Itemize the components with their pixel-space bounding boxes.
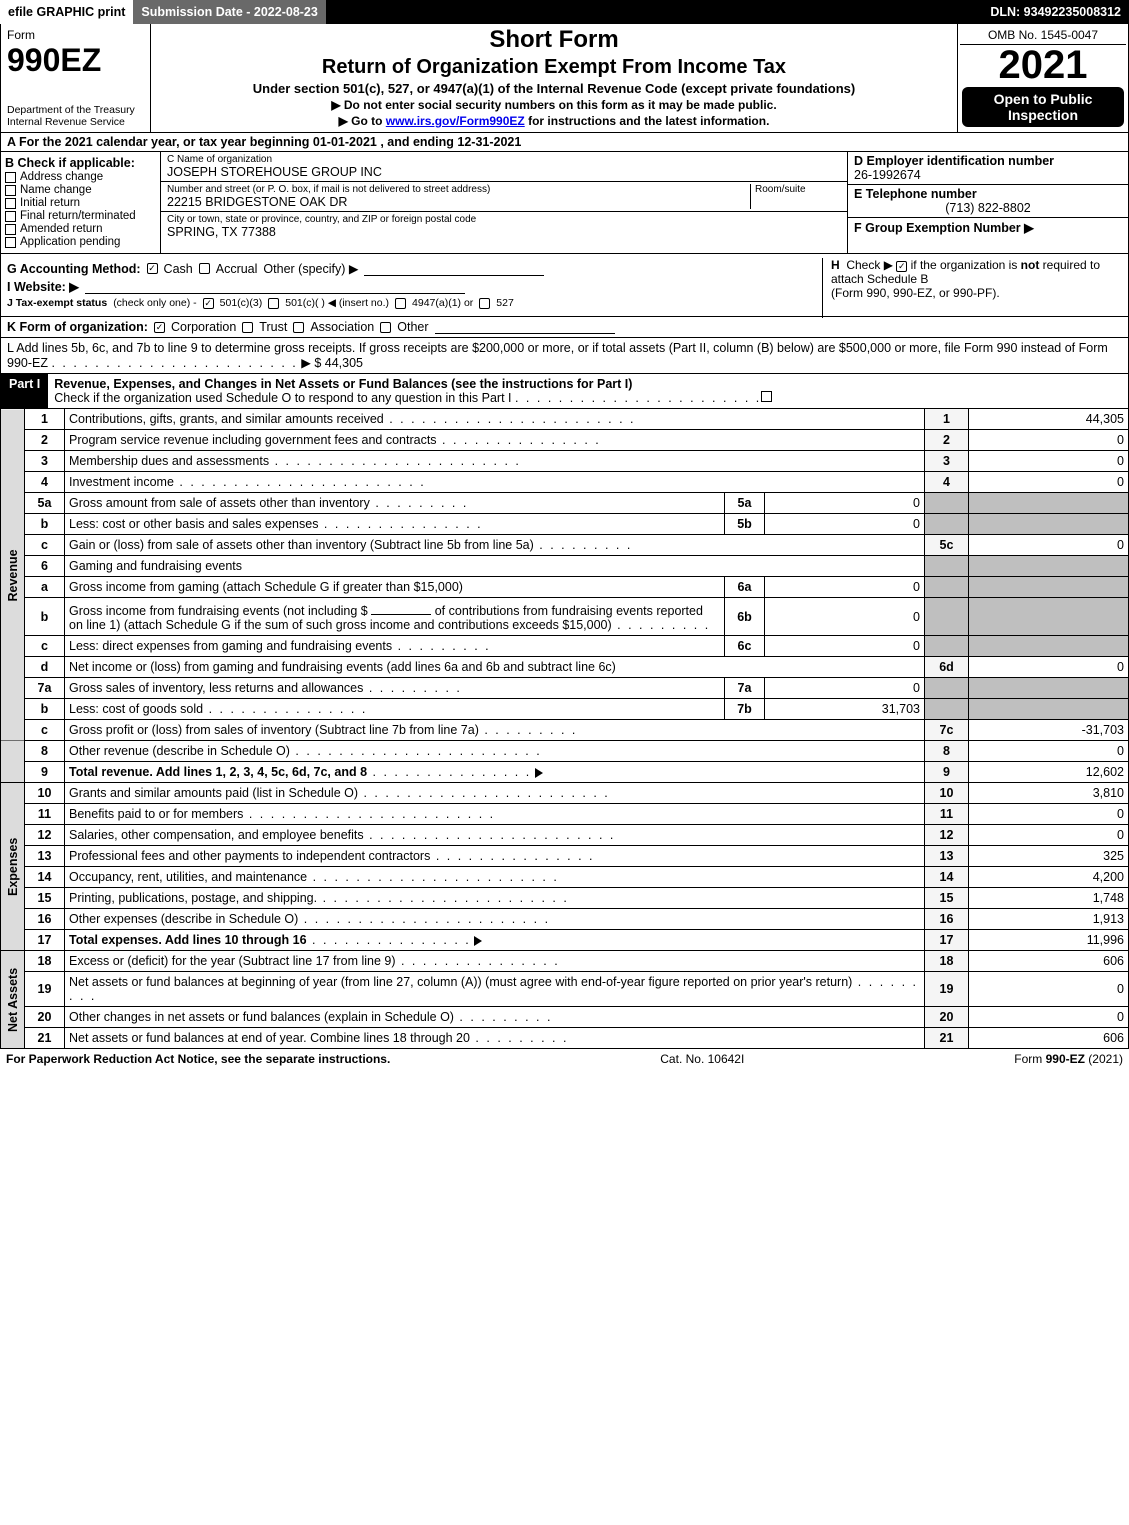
footer-form: Form 990-EZ (2021) bbox=[1014, 1052, 1123, 1066]
submission-date: Submission Date - 2022-08-23 bbox=[133, 0, 325, 24]
chk-pending[interactable] bbox=[5, 237, 16, 248]
part1-title: Revenue, Expenses, and Changes in Net As… bbox=[54, 377, 632, 391]
tax-year: 2021 bbox=[960, 45, 1126, 85]
part1-check-o: Check if the organization used Schedule … bbox=[54, 391, 511, 405]
lines-table: Revenue 1 Contributions, gifts, grants, … bbox=[0, 409, 1129, 1049]
org-street: 22215 BRIDGESTONE OAK DR bbox=[167, 195, 746, 209]
form-header: Form 990EZ Department of the Treasury In… bbox=[0, 24, 1129, 133]
d-ein: 26-1992674 bbox=[854, 168, 1122, 182]
dln: DLN: 93492235008312 bbox=[982, 0, 1129, 24]
efile-label: efile GRAPHIC print bbox=[0, 0, 133, 24]
k-other-blank bbox=[435, 320, 615, 334]
irs-label: Internal Revenue Service bbox=[7, 116, 144, 128]
k-label: K Form of organization: bbox=[7, 320, 148, 334]
g-label: G Accounting Method: bbox=[7, 262, 141, 276]
chk-assoc[interactable] bbox=[293, 322, 304, 333]
col-c: C Name of organization JOSEPH STOREHOUSE… bbox=[161, 152, 848, 253]
g-other-blank bbox=[364, 262, 544, 276]
under-section: Under section 501(c), 527, or 4947(a)(1)… bbox=[157, 81, 951, 96]
c-room-label: Room/suite bbox=[755, 184, 841, 195]
footer-left: For Paperwork Reduction Act Notice, see … bbox=[6, 1052, 390, 1066]
b-title: B Check if applicable: bbox=[5, 156, 156, 170]
page-footer: For Paperwork Reduction Act Notice, see … bbox=[0, 1049, 1129, 1069]
i-website-blank bbox=[85, 280, 465, 294]
col-b: B Check if applicable: Address change Na… bbox=[1, 152, 161, 253]
footer-cat: Cat. No. 10642I bbox=[660, 1052, 744, 1066]
e-phone: (713) 822-8802 bbox=[854, 201, 1122, 215]
chk-other-org[interactable] bbox=[380, 322, 391, 333]
chk-trust[interactable] bbox=[242, 322, 253, 333]
h-box: H Check ▶ ✓ if the organization is not r… bbox=[822, 258, 1122, 318]
i-label: I Website: ▶ bbox=[7, 279, 79, 294]
j-label: J Tax-exempt status bbox=[7, 297, 107, 309]
chk-initial[interactable] bbox=[5, 198, 16, 209]
arrow-icon bbox=[474, 936, 482, 946]
chk-corp[interactable]: ✓ bbox=[154, 322, 165, 333]
chk-schedule-o[interactable] bbox=[761, 391, 772, 402]
part1-header: Part I Revenue, Expenses, and Changes in… bbox=[0, 374, 1129, 409]
chk-address[interactable] bbox=[5, 172, 16, 183]
dept-treasury: Department of the Treasury bbox=[7, 104, 144, 116]
chk-accrual[interactable] bbox=[199, 263, 210, 274]
block-ghij: G Accounting Method: ✓Cash Accrual Other… bbox=[0, 254, 1129, 317]
part1-label: Part I bbox=[1, 374, 48, 408]
chk-501c3[interactable]: ✓ bbox=[203, 298, 214, 309]
f-group-label: F Group Exemption Number ▶ bbox=[854, 220, 1122, 235]
d-ein-label: D Employer identification number bbox=[854, 154, 1122, 168]
side-revenue: Revenue bbox=[1, 409, 25, 741]
org-city: SPRING, TX 77388 bbox=[167, 225, 841, 239]
col-def: D Employer identification number 26-1992… bbox=[848, 152, 1128, 253]
top-bar: efile GRAPHIC print Submission Date - 20… bbox=[0, 0, 1129, 24]
chk-527[interactable] bbox=[479, 298, 490, 309]
c-street-label: Number and street (or P. O. box, if mail… bbox=[167, 184, 746, 195]
side-expenses: Expenses bbox=[1, 783, 25, 951]
chk-4947[interactable] bbox=[395, 298, 406, 309]
chk-501c[interactable] bbox=[268, 298, 279, 309]
c-name-label: C Name of organization bbox=[167, 154, 841, 165]
open-public: Open to Public Inspection bbox=[962, 87, 1124, 127]
short-form-title: Short Form bbox=[157, 26, 951, 54]
return-title: Return of Organization Exempt From Incom… bbox=[157, 56, 951, 79]
c-city-label: City or town, state or province, country… bbox=[167, 214, 841, 225]
chk-amended[interactable] bbox=[5, 224, 16, 235]
chk-name[interactable] bbox=[5, 185, 16, 196]
arrow-icon bbox=[535, 768, 543, 778]
org-name: JOSEPH STOREHOUSE GROUP INC bbox=[167, 165, 841, 179]
chk-cash[interactable]: ✓ bbox=[147, 263, 158, 274]
row-a-taxyear: A For the 2021 calendar year, or tax yea… bbox=[0, 133, 1129, 152]
e-phone-label: E Telephone number bbox=[854, 187, 1122, 201]
chk-h[interactable]: ✓ bbox=[896, 261, 907, 272]
side-netassets: Net Assets bbox=[1, 951, 25, 1049]
row-k: K Form of organization: ✓Corporation Tru… bbox=[0, 317, 1129, 338]
form-word: Form bbox=[7, 28, 35, 42]
block-bcdef: B Check if applicable: Address change Na… bbox=[0, 152, 1129, 254]
do-not-enter: ▶ Do not enter social security numbers o… bbox=[157, 98, 951, 112]
form-number: 990EZ bbox=[7, 42, 144, 79]
irs-link[interactable]: www.irs.gov/Form990EZ bbox=[386, 114, 525, 128]
chk-final[interactable] bbox=[5, 211, 16, 222]
goto-instructions: ▶ Go to www.irs.gov/Form990EZ for instru… bbox=[157, 114, 951, 128]
row-l: L Add lines 5b, 6c, and 7b to line 9 to … bbox=[0, 338, 1129, 374]
